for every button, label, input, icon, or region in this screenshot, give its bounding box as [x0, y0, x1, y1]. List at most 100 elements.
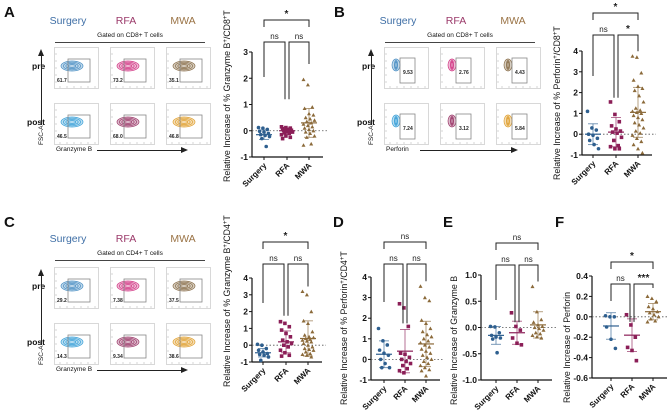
contour-0: [60, 280, 84, 292]
data-point: [633, 335, 638, 339]
x-tick-label-rfa: RFA: [504, 384, 522, 402]
data-point: [284, 134, 288, 138]
contour-0: [60, 116, 84, 128]
data-point: [301, 341, 306, 346]
panel-letter-c: C: [4, 214, 15, 231]
y-axis-label-part: T: [222, 215, 232, 221]
data-point: [302, 333, 307, 337]
data-point: [261, 126, 265, 130]
gate-percentage: 2.76: [459, 70, 469, 76]
contour-1: [506, 59, 510, 71]
x-tick-label-rfa: RFA: [392, 384, 410, 402]
panel-letter-b: B: [334, 4, 345, 21]
gate-rect: [399, 57, 416, 84]
data-point: [609, 124, 614, 128]
data-point: [279, 354, 284, 358]
x-tick-label-rfa: RFA: [273, 366, 291, 384]
data-point: [419, 368, 424, 373]
contour-0: [116, 336, 140, 348]
data-point: [289, 128, 294, 133]
gate-divider: [385, 42, 535, 44]
y-tick-label: 0: [243, 340, 248, 350]
data-point: [304, 119, 309, 124]
data-point: [397, 368, 402, 373]
data-point: [426, 361, 431, 366]
data-point: [310, 105, 315, 109]
data-point: [634, 55, 639, 59]
data-point: [300, 338, 305, 342]
gate-label: Gated on CD4+ T cells: [97, 250, 163, 257]
data-point: [408, 361, 413, 366]
panel-letter-f: F: [555, 214, 565, 231]
y-tick-label: -0.6: [573, 373, 588, 383]
data-point: [383, 361, 387, 366]
data-point: [306, 343, 310, 347]
data-point: [629, 323, 633, 327]
data-point: [637, 93, 642, 98]
data-point: [530, 284, 535, 289]
y-tick-label: 0.5: [465, 296, 477, 306]
y-axis-label: Relative Increase of Granzyme B: [449, 276, 459, 405]
series-surgery: [603, 312, 619, 351]
group-label-rfa: RFA: [445, 15, 467, 27]
data-point: [540, 324, 545, 329]
data-point: [636, 84, 640, 88]
contour-3: [450, 62, 454, 68]
x-axis-line: [97, 370, 181, 372]
gate-percentage: 61.7: [57, 78, 67, 84]
data-point: [402, 370, 406, 375]
data-point: [641, 125, 646, 130]
gate-percentage: 7.24: [403, 126, 413, 132]
data-point: [648, 316, 653, 321]
contour-0: [172, 280, 196, 292]
chart-e: -1.0 -0.5 0.0 0.5 1.0 Surgery RFA MWA Relative I…: [449, 233, 556, 412]
data-point: [424, 373, 428, 378]
data-point: [304, 353, 309, 357]
gate-percentage: 9.34: [113, 354, 123, 360]
data-point: [633, 129, 638, 133]
data-point: [302, 126, 307, 130]
series-mwa: [630, 54, 646, 155]
y-tick-label: 2: [243, 73, 248, 83]
gate-percentage: 3.12: [459, 126, 469, 132]
flow-plot-rfa-pre: 2.76: [440, 47, 485, 89]
contour-2: [121, 119, 135, 125]
gate-divider: [55, 260, 205, 262]
data-point: [427, 298, 432, 303]
y-tick-label: 1: [573, 108, 578, 118]
data-point: [585, 109, 590, 114]
flow-plot-surgery-post: 7.24: [384, 103, 429, 145]
y-tick-label: 1: [362, 334, 367, 344]
contour-2: [65, 283, 79, 289]
data-point: [640, 150, 645, 155]
y-tick-label: -1: [240, 152, 248, 162]
y-axis-label-part: Relative Increase of % Granzyme B: [222, 248, 232, 387]
y-tick-label: -1: [570, 150, 578, 160]
y-tick-label: -0.2: [573, 332, 588, 342]
data-point: [536, 322, 540, 327]
data-point: [283, 321, 287, 326]
data-point: [616, 143, 620, 148]
contour-1: [175, 337, 193, 347]
gate-rect: [67, 278, 91, 303]
gate-percentage: 73.2: [113, 78, 123, 84]
contour-1: [450, 115, 454, 127]
data-point: [303, 130, 308, 134]
y-axis-label: Relative Increase of % Granzyme B+/CD4+T: [222, 215, 232, 387]
data-point: [405, 366, 409, 371]
data-point: [288, 335, 293, 339]
data-point: [284, 125, 288, 130]
x-axis-line: [420, 150, 511, 152]
data-point: [640, 86, 645, 91]
gate-percentage: 37.5: [169, 298, 179, 304]
x-axis-arrow-icon: [181, 367, 188, 373]
significance-bracket: [263, 41, 286, 100]
gate-percentage: 29.2: [57, 298, 67, 304]
significance-bracket: [610, 283, 631, 322]
data-point: [509, 311, 514, 315]
data-point: [638, 131, 643, 135]
data-point: [639, 139, 644, 144]
data-point: [631, 113, 636, 118]
flow-plot-mwa-post: 5.84: [496, 103, 541, 145]
contour-1: [450, 59, 454, 71]
